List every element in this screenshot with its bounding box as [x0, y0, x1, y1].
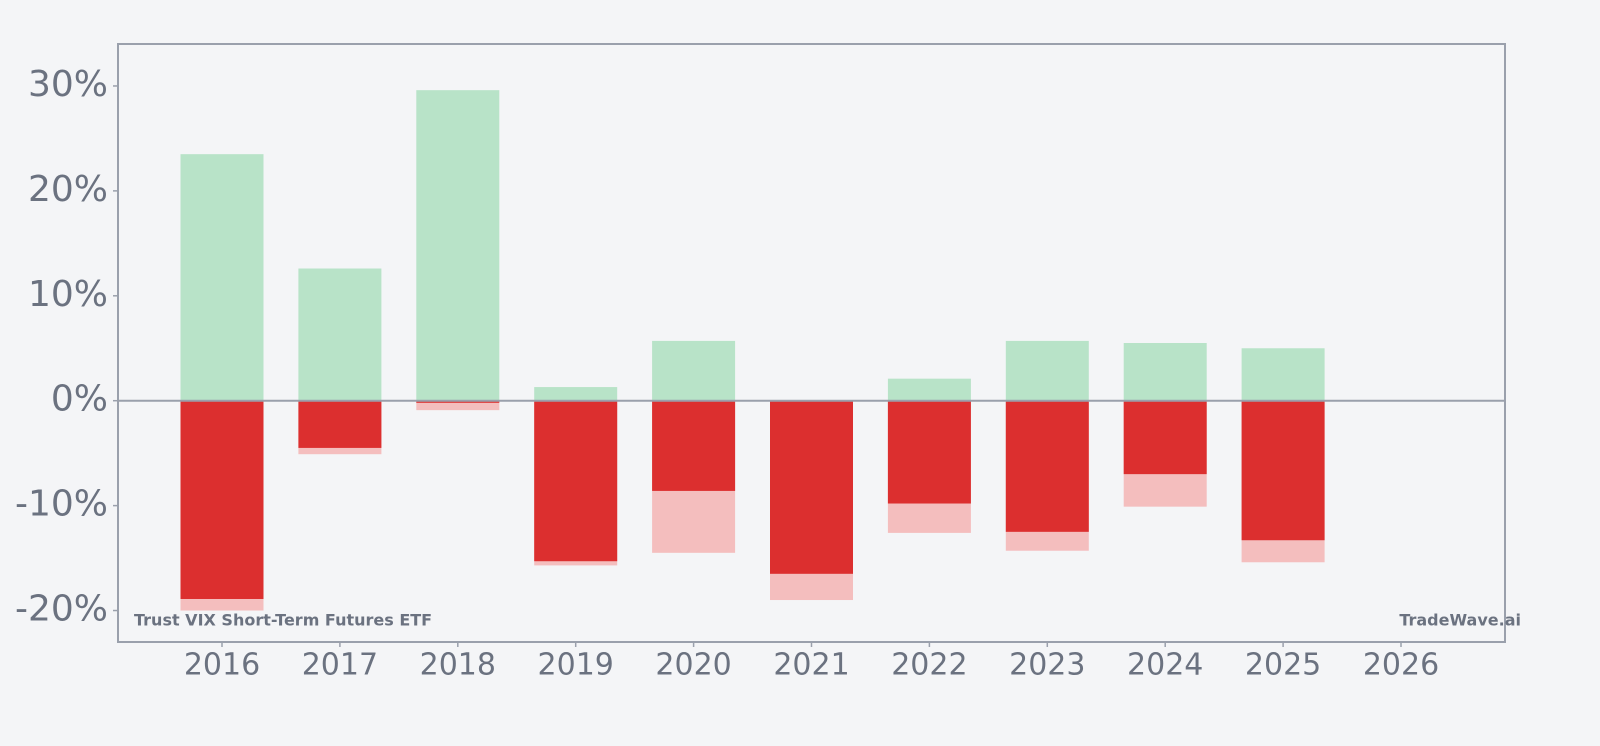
x-tick-label: 2019: [538, 648, 614, 683]
y-tick-label: 0%: [51, 379, 108, 420]
y-tick-label: 20%: [28, 169, 108, 210]
x-tick-label: 2026: [1363, 648, 1439, 683]
bar: [1005, 340, 1089, 401]
bar: [1241, 348, 1325, 401]
bar: [652, 340, 736, 401]
x-tick-label: 2016: [184, 648, 260, 683]
annotation: Trust VIX Short-Term Futures ETF: [134, 611, 432, 630]
bar: [416, 400, 500, 403]
y-tick-label: -20%: [15, 589, 108, 630]
x-tick-label: 2021: [773, 648, 849, 683]
bar: [770, 400, 853, 574]
y-tick-label: -10%: [15, 484, 108, 525]
x-tick-label: 2025: [1245, 648, 1321, 683]
bar: [180, 154, 264, 401]
x-tick-label: 2022: [891, 648, 967, 683]
y-tick-label: 10%: [28, 274, 108, 315]
bar: [887, 400, 971, 504]
bar: [534, 387, 618, 401]
bar: [1241, 400, 1325, 541]
bar: [416, 400, 500, 411]
x-tick-label: 2018: [420, 648, 496, 683]
bar: [416, 90, 500, 401]
x-tick-label: 2020: [655, 648, 731, 683]
x-tick-label: 2024: [1127, 648, 1203, 683]
bar: [298, 268, 382, 401]
bar: [180, 400, 264, 599]
bar: [652, 400, 736, 491]
bar: [298, 400, 382, 448]
bar: [887, 378, 971, 401]
bar: [1005, 400, 1089, 532]
bar: [534, 400, 618, 562]
x-tick-label: 2017: [302, 648, 378, 683]
bar: [1123, 400, 1207, 475]
x-tick-label: 2023: [1009, 648, 1085, 683]
bar: [1123, 343, 1207, 401]
annotation: TradeWave.ai: [1399, 611, 1521, 630]
y-tick-label: 30%: [28, 64, 108, 105]
